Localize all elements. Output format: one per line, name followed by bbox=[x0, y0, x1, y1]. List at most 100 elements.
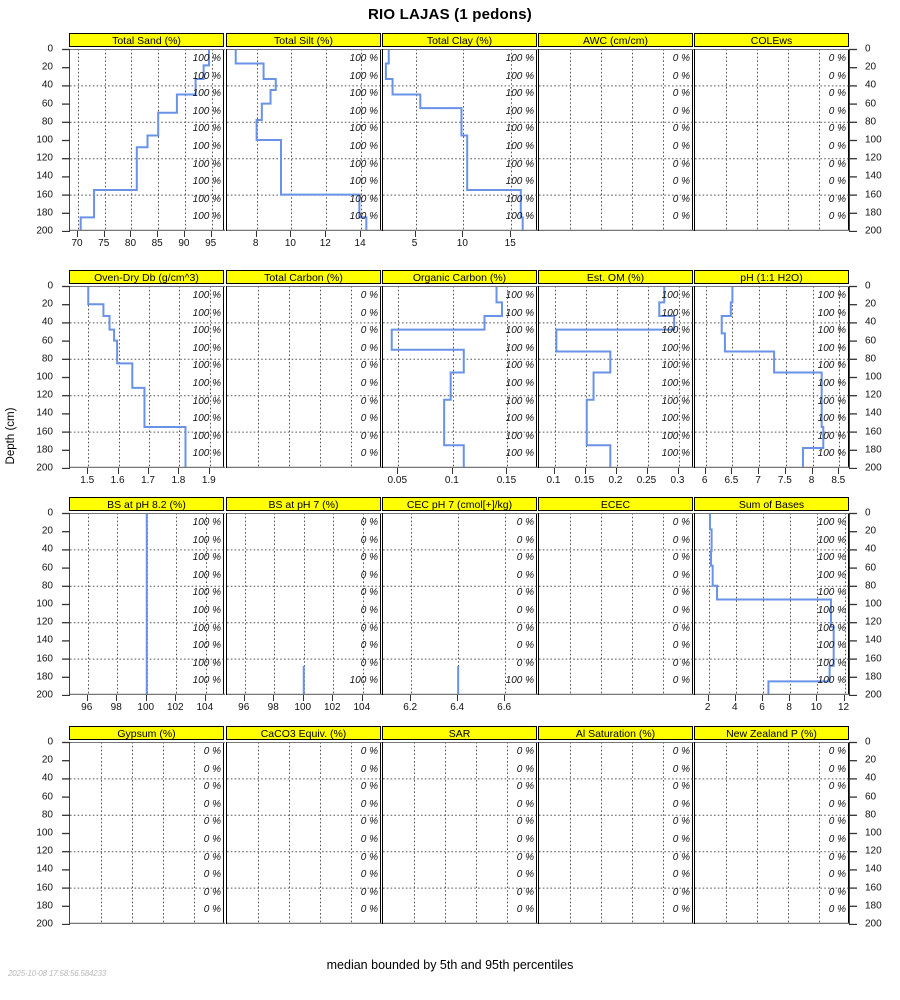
plot-area-colews bbox=[694, 49, 850, 231]
x-tickmarks bbox=[87, 468, 210, 474]
x-tick-label: 98 bbox=[267, 702, 279, 713]
x-axis-caco3-equiv bbox=[226, 924, 381, 948]
depth-tickmarks bbox=[849, 512, 857, 696]
x-tick-label: 104 bbox=[353, 702, 371, 713]
percent-label: 0 % bbox=[203, 834, 221, 845]
x-tickmarks bbox=[705, 468, 839, 474]
percent-label: 0 % bbox=[828, 123, 846, 135]
depth-tick-label: 60 bbox=[41, 562, 53, 574]
percent-label: 0 % bbox=[828, 869, 846, 881]
percent-label: 100 % bbox=[817, 342, 846, 354]
depth-tick-label: 80 bbox=[41, 116, 53, 128]
depth-tick-label: 40 bbox=[41, 772, 53, 784]
x-tick-label: 85 bbox=[151, 238, 163, 249]
percent-label: 0 % bbox=[672, 569, 690, 581]
plot-canvas-awc-cm-cm bbox=[539, 49, 694, 231]
plot-area-total-sand bbox=[69, 49, 225, 231]
depth-tick-label: 120 bbox=[36, 616, 53, 628]
percent-label: 0 % bbox=[672, 886, 690, 898]
depth-tick-label: 40 bbox=[865, 316, 877, 328]
x-tick-label: 1.7 bbox=[141, 475, 155, 486]
percent-label: 100 % bbox=[192, 123, 221, 135]
plot-area-cec-ph-7-cmol-kg bbox=[382, 513, 538, 695]
percent-label: 100 % bbox=[192, 88, 221, 100]
percent-label: 100 % bbox=[349, 193, 378, 205]
percent-label: 0 % bbox=[360, 763, 378, 775]
percent-label: 100 % bbox=[192, 605, 221, 616]
percent-label: 0 % bbox=[672, 587, 690, 599]
panel-title-oven-dry-db-g-cm-3: Oven-Dry Db (g/cm^3) bbox=[69, 270, 224, 284]
percent-label: 100 % bbox=[192, 552, 221, 564]
panel-title-colews: COLEws bbox=[694, 33, 849, 47]
panel-title-bs-at-ph-7: BS at pH 7 (%) bbox=[226, 497, 381, 511]
depth-tick-label: 120 bbox=[865, 152, 882, 164]
x-axis-new-zealand-p bbox=[694, 924, 849, 948]
percent-label: 0 % bbox=[360, 605, 378, 616]
depth-tick-label: 20 bbox=[41, 61, 53, 73]
x-axis-total-clay: 5 10 15 bbox=[382, 231, 537, 255]
median-line-total-sand bbox=[79, 49, 210, 231]
depth-tick-label: 180 bbox=[865, 900, 882, 912]
percent-label: 0 % bbox=[828, 158, 846, 170]
depth-tick-label: 120 bbox=[865, 389, 882, 401]
completeness-labels-total-silt: 100 % 100 % 100 % 100 % 100 % 100 % 100 % 100 %… bbox=[226, 49, 381, 231]
plot-canvas-sar bbox=[383, 742, 538, 924]
x-tick-label: 15 bbox=[504, 238, 516, 249]
percent-label: 100 % bbox=[349, 176, 378, 188]
percent-label: 0 % bbox=[516, 886, 534, 898]
depth-tick-label: 20 bbox=[865, 298, 877, 310]
panel-title-total-sand: Total Sand (%) bbox=[69, 33, 224, 47]
depth-tick-label: 0 bbox=[47, 736, 53, 748]
x-tick-label: 8 bbox=[808, 475, 815, 486]
percent-label: 0 % bbox=[516, 622, 534, 634]
percent-label: 0 % bbox=[828, 781, 846, 793]
percent-label: 100 % bbox=[192, 534, 221, 546]
percent-label: 100 % bbox=[505, 105, 534, 117]
depth-tick-label: 160 bbox=[36, 426, 53, 438]
percent-label: 100 % bbox=[192, 211, 221, 223]
depth-tick-label: 180 bbox=[865, 444, 882, 456]
depth-tick-label: 120 bbox=[36, 845, 53, 857]
percent-label: 100 % bbox=[817, 378, 846, 389]
completeness-labels-total-carbon: 0 % 0 % 0 % 0 % 0 % 0 % 0 % 0 % 0 % 0 % bbox=[226, 286, 381, 468]
percent-label: 100 % bbox=[192, 430, 221, 442]
page-title: RIO LAJAS (1 pedons) bbox=[367, 6, 532, 23]
x-axis-total-sand: 70 75 80 85 90 95 bbox=[69, 231, 224, 255]
plot-area-ph-1-1-h2o bbox=[694, 286, 850, 468]
x-tick-label: 2 bbox=[704, 702, 711, 713]
percent-label: 0 % bbox=[360, 360, 378, 372]
percent-label: 0 % bbox=[828, 886, 846, 898]
depth-tick-label: 60 bbox=[865, 335, 877, 347]
x-tick-label: 6.5 bbox=[724, 475, 739, 486]
percent-label: 0 % bbox=[516, 869, 534, 881]
completeness-labels-awc-cm-cm: 0 % 0 % 0 % 0 % 0 % 0 % 0 % 0 % 0 % 0 % bbox=[538, 49, 693, 231]
x-tick-label: 4 bbox=[732, 702, 738, 713]
x-tick-label: 5 bbox=[411, 238, 418, 249]
depth-tick-label: 100 bbox=[36, 371, 53, 383]
percent-label: 0 % bbox=[672, 158, 690, 170]
percent-label: 100 % bbox=[817, 290, 846, 301]
median-line-est-om bbox=[555, 286, 676, 468]
percent-label: 100 % bbox=[505, 176, 534, 188]
percent-label: 100 % bbox=[661, 307, 690, 319]
plot-area-bs-at-ph-8-2 bbox=[69, 513, 225, 695]
x-tick-label: 96 bbox=[81, 702, 93, 713]
completeness-labels-bs-at-ph-8-2: 100 % 100 % 100 % 100 % 100 % 100 % 100 % 100 %… bbox=[69, 513, 224, 695]
depth-tick-label: 20 bbox=[41, 298, 53, 310]
depth-tick-label: 140 bbox=[865, 407, 882, 419]
plot-canvas-total-clay bbox=[383, 49, 538, 231]
percent-label: 0 % bbox=[360, 781, 378, 793]
percent-label: 0 % bbox=[360, 534, 378, 546]
x-tick-label: 6.4 bbox=[450, 702, 465, 713]
percent-label: 100 % bbox=[192, 342, 221, 354]
percent-label: 100 % bbox=[349, 211, 378, 223]
x-tick-label: 90 bbox=[178, 238, 190, 249]
x-tick-label: 0.05 bbox=[387, 475, 408, 486]
percent-label: 100 % bbox=[192, 141, 221, 152]
percent-label: 100 % bbox=[505, 325, 534, 337]
x-tick-label: 102 bbox=[166, 702, 184, 713]
plot-area-total-clay bbox=[382, 49, 538, 231]
x-tickmarks bbox=[397, 468, 507, 474]
completeness-labels-sum-of-bases: 100 % 100 % 100 % 100 % 100 % 100 % 100 % 100 %… bbox=[694, 513, 849, 695]
depth-tick-label: 160 bbox=[36, 653, 53, 665]
